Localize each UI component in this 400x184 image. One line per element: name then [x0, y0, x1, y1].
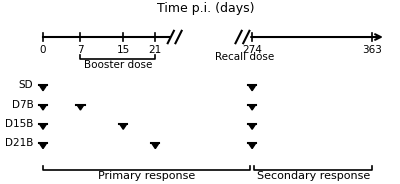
- Polygon shape: [120, 125, 126, 129]
- Polygon shape: [40, 105, 46, 110]
- Text: D15B: D15B: [5, 119, 33, 129]
- Polygon shape: [40, 86, 46, 91]
- Polygon shape: [40, 144, 46, 149]
- Text: 15: 15: [117, 45, 130, 55]
- Text: Time p.i. (days): Time p.i. (days): [157, 2, 254, 15]
- Polygon shape: [249, 105, 255, 110]
- Polygon shape: [152, 144, 158, 149]
- Text: Recall dose: Recall dose: [215, 52, 274, 62]
- Text: 7: 7: [77, 45, 84, 55]
- Polygon shape: [77, 105, 84, 110]
- Text: 21: 21: [149, 45, 162, 55]
- Text: 274: 274: [242, 45, 262, 55]
- Text: Primary response: Primary response: [98, 171, 195, 181]
- Text: 363: 363: [362, 45, 382, 55]
- Polygon shape: [249, 86, 255, 91]
- Polygon shape: [249, 125, 255, 129]
- Polygon shape: [40, 125, 46, 129]
- Text: Secondary response: Secondary response: [256, 171, 370, 181]
- Text: SD: SD: [19, 80, 33, 90]
- Polygon shape: [249, 144, 255, 149]
- Text: Booster dose: Booster dose: [84, 61, 152, 70]
- Text: D21B: D21B: [5, 138, 33, 148]
- Text: 0: 0: [40, 45, 46, 55]
- Text: D7B: D7B: [12, 100, 33, 109]
